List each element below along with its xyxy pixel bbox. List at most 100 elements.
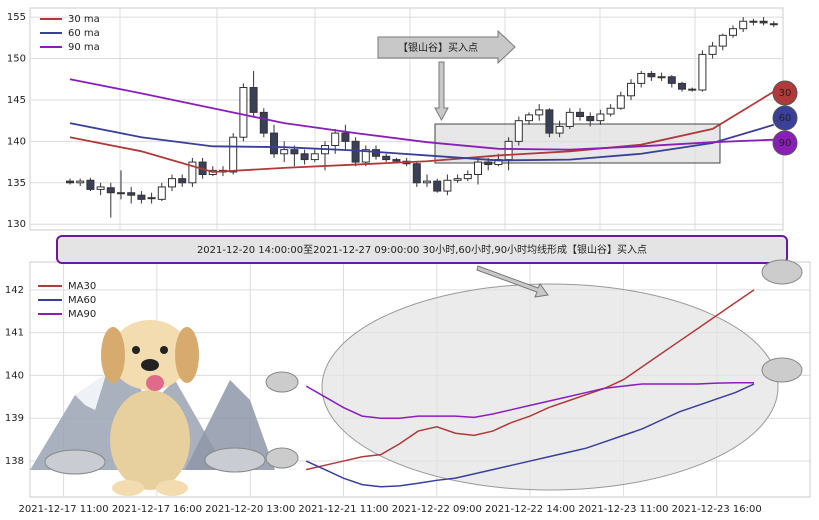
ma-line bbox=[305, 381, 755, 419]
candle-body bbox=[188, 161, 197, 184]
candle-body bbox=[565, 111, 574, 127]
x-tick-label: 2021-12-17 11:00 bbox=[19, 504, 109, 515]
x-tick-label: 2021-12-22 09:00 bbox=[392, 504, 482, 515]
ma-line bbox=[305, 383, 755, 488]
candle-body bbox=[443, 179, 452, 192]
legend-label: MA30 bbox=[68, 281, 96, 292]
candle-body bbox=[647, 72, 656, 78]
candle-body bbox=[96, 186, 105, 190]
pointer-arrow bbox=[434, 61, 449, 122]
y-tick-label: 139 bbox=[5, 413, 24, 424]
candle-body bbox=[596, 113, 605, 122]
candle-body bbox=[606, 107, 615, 115]
x-tick-label: 2021-12-23 11:00 bbox=[578, 504, 668, 515]
candle-body bbox=[239, 87, 248, 138]
y-tick-label: 142 bbox=[5, 285, 24, 296]
badge bbox=[772, 105, 798, 131]
candle-body bbox=[382, 155, 391, 161]
y-tick-label: 155 bbox=[7, 12, 26, 23]
candle-body bbox=[229, 136, 238, 173]
candle-body bbox=[351, 140, 360, 163]
candle-body bbox=[270, 132, 278, 155]
candle-body bbox=[137, 194, 146, 200]
candle-body bbox=[637, 72, 646, 84]
candle-body bbox=[127, 192, 136, 196]
candle-body bbox=[331, 132, 340, 147]
candle-body bbox=[698, 53, 707, 91]
candle-body bbox=[412, 163, 421, 184]
x-tick-label: 2021-12-21 11:00 bbox=[298, 504, 388, 515]
candle-body bbox=[66, 180, 74, 184]
candle-body bbox=[433, 180, 442, 192]
legend-label: 90 ma bbox=[68, 42, 100, 53]
plots: 130 135 140 145 150 155 30 ma 30 60 ma 60 90 ma 90 【… bbox=[5, 7, 811, 515]
candle-body bbox=[178, 178, 187, 184]
ma-line bbox=[306, 289, 755, 471]
legend-label: 60 ma bbox=[68, 28, 100, 39]
candle-body bbox=[453, 178, 462, 181]
x-tick-label: 2021-12-23 16:00 bbox=[672, 504, 762, 515]
x-tick-label: 2021-12-20 13:00 bbox=[205, 504, 295, 515]
candle-body bbox=[504, 140, 513, 161]
legend-label: MA60 bbox=[68, 295, 96, 306]
candle-body bbox=[341, 132, 350, 142]
decoration bbox=[30, 259, 803, 496]
candle-body bbox=[474, 161, 482, 176]
badge-label: 90 bbox=[779, 138, 792, 149]
candle-body bbox=[117, 192, 125, 195]
candle-body bbox=[535, 109, 544, 116]
x-tick-label: 2021-12-17 16:00 bbox=[112, 504, 202, 515]
candle-body bbox=[157, 186, 166, 200]
candle-body bbox=[290, 149, 299, 155]
ma-line bbox=[69, 78, 774, 151]
y-tick-label: 145 bbox=[7, 95, 26, 106]
candle-body bbox=[667, 76, 676, 84]
badge-label: 30 bbox=[779, 88, 792, 99]
y-tick-label: 140 bbox=[7, 136, 26, 147]
candle-body bbox=[300, 153, 309, 161]
candle-body bbox=[555, 125, 564, 134]
candle-body bbox=[759, 20, 768, 24]
annotation: 【银山谷】买入点 bbox=[398, 41, 478, 54]
candle-body bbox=[688, 88, 697, 91]
candle-body bbox=[76, 180, 85, 184]
y-tick-label: 140 bbox=[5, 370, 24, 381]
candle-body bbox=[463, 174, 472, 180]
candle-body bbox=[514, 120, 523, 142]
y-tick-label: 130 bbox=[7, 219, 26, 230]
pointer-arrow bbox=[476, 265, 549, 298]
y-tick-label: 135 bbox=[7, 178, 26, 189]
candle-body bbox=[361, 149, 370, 163]
candle-body bbox=[168, 178, 176, 188]
candle-body bbox=[280, 149, 289, 155]
candle-body bbox=[147, 197, 156, 200]
candle-body bbox=[576, 111, 584, 118]
x-tick-label: 2021-12-22 14:00 bbox=[485, 504, 575, 515]
candle-body bbox=[616, 95, 625, 109]
candle-body bbox=[525, 114, 533, 122]
candle-body bbox=[749, 20, 758, 23]
candle-body bbox=[392, 159, 401, 162]
candle-body bbox=[678, 82, 686, 90]
candle-body bbox=[423, 180, 431, 184]
candle-body bbox=[249, 87, 258, 113]
banner-title: 2021-12-20 14:00:00至2021-12-27 09:00:00 … bbox=[197, 243, 647, 256]
candle-body bbox=[586, 116, 595, 122]
candle-body bbox=[739, 20, 748, 30]
candle-body bbox=[708, 45, 717, 55]
candle-body bbox=[545, 109, 554, 134]
ma-line bbox=[69, 90, 775, 173]
candle-body bbox=[627, 82, 635, 97]
legend-label: 30 ma bbox=[68, 14, 100, 25]
candle-body bbox=[86, 179, 95, 190]
highlight-ellipse bbox=[321, 283, 779, 491]
badge bbox=[772, 130, 798, 156]
candle-body bbox=[718, 34, 727, 47]
candle-body bbox=[729, 28, 737, 36]
candle-body bbox=[657, 76, 666, 79]
y-tick-label: 150 bbox=[7, 54, 26, 65]
candle-body bbox=[259, 111, 268, 134]
banner bbox=[56, 235, 788, 264]
candle-body bbox=[310, 153, 319, 161]
